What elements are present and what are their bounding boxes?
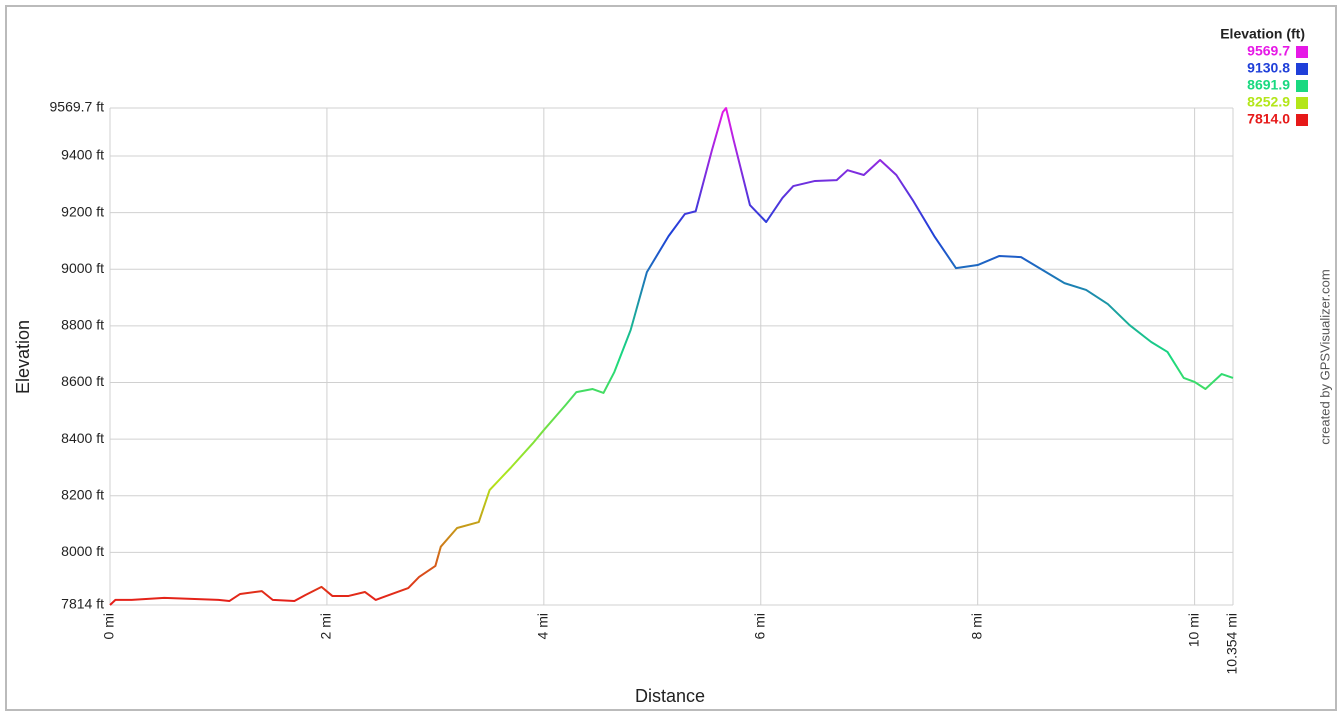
x-tick-label: 0 mi xyxy=(101,613,117,639)
legend-label: 8691.9 xyxy=(1247,77,1290,93)
y-tick-label: 7814 ft xyxy=(61,596,104,612)
legend-swatch xyxy=(1296,63,1308,75)
y-tick-label: 8200 ft xyxy=(61,486,104,502)
credit: created by GPSVisualizer.com xyxy=(1317,269,1332,444)
x-tick-label: 10.354 mi xyxy=(1224,613,1240,674)
y-tick-label: 9000 ft xyxy=(61,260,104,276)
x-axis-title: Distance xyxy=(635,686,705,706)
legend-title: Elevation (ft) xyxy=(1220,26,1305,42)
legend-swatch xyxy=(1296,80,1308,92)
x-tick-label: 8 mi xyxy=(968,613,984,639)
legend-label: 9130.8 xyxy=(1247,60,1290,76)
x-tick-label: 10 mi xyxy=(1185,613,1201,647)
y-tick-label: 9200 ft xyxy=(61,203,104,219)
legend-label: 7814.0 xyxy=(1247,111,1290,127)
y-tick-label: 9569.7 ft xyxy=(50,99,105,115)
y-tick-label: 8800 ft xyxy=(61,317,104,333)
frame xyxy=(5,5,1337,711)
legend-label: 9569.7 xyxy=(1247,43,1290,59)
y-tick-label: 9400 ft xyxy=(61,147,104,163)
x-tick-label: 4 mi xyxy=(535,613,551,639)
x-tick-label: 2 mi xyxy=(318,613,334,639)
y-tick-label: 8600 ft xyxy=(61,373,104,389)
y-axis-title: Elevation xyxy=(13,320,33,394)
y-tick-label: 8000 ft xyxy=(61,543,104,559)
legend-swatch xyxy=(1296,114,1308,126)
legend-label: 8252.9 xyxy=(1247,94,1290,110)
y-tick-label: 8400 ft xyxy=(61,430,104,446)
x-tick-label: 6 mi xyxy=(751,613,767,639)
elevation-line xyxy=(109,107,1234,606)
legend-swatch xyxy=(1296,97,1308,109)
legend-swatch xyxy=(1296,46,1308,58)
